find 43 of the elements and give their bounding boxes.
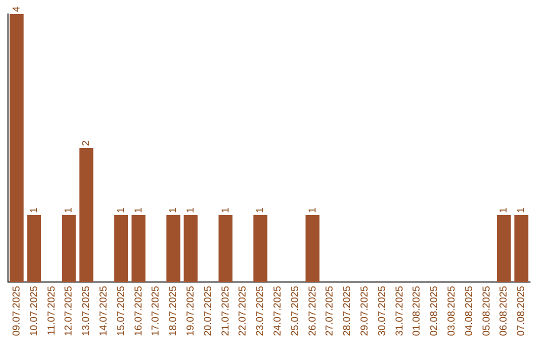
- data-label: 1: [185, 206, 196, 213]
- data-label: 1: [516, 206, 528, 213]
- x-tick-label: 02.08.2025: [429, 286, 440, 336]
- x-tick-label: 07.08.2025: [516, 286, 528, 336]
- data-label: 1: [116, 206, 127, 213]
- data-label: 1: [307, 206, 318, 213]
- x-tick-label: 13.07.2025: [81, 286, 92, 336]
- x-tick-label: 11.07.2025: [46, 286, 58, 336]
- data-label: 1: [498, 206, 510, 213]
- x-tick-label: 30.07.2025: [376, 286, 388, 336]
- x-tick-label: 20.07.2025: [202, 286, 214, 336]
- x-tick-label: 27.07.2025: [324, 286, 336, 336]
- x-tick-label: 10.07.2025: [28, 286, 40, 336]
- data-label: 2: [81, 140, 92, 146]
- x-tick-label: 31.07.2025: [394, 286, 406, 336]
- x-tick-label: 18.07.2025: [168, 286, 180, 336]
- x-tick-label: 24.07.2025: [272, 286, 284, 336]
- x-tick-label: 05.08.2025: [481, 286, 492, 336]
- x-tick-label: 29.07.2025: [359, 286, 370, 336]
- data-label: 1: [64, 206, 75, 213]
- data-label: 1: [255, 206, 266, 213]
- x-tick-label: 06.08.2025: [498, 286, 510, 336]
- data-label: 1: [28, 206, 40, 213]
- x-tick-label: 28.07.2025: [342, 286, 354, 336]
- x-tick-label: 12.07.2025: [64, 286, 75, 336]
- data-label: 1: [133, 206, 144, 213]
- x-tick-label: 19.07.2025: [185, 286, 196, 336]
- x-tick-label: 25.07.2025: [290, 286, 301, 336]
- x-tick-label: 15.07.2025: [116, 286, 127, 336]
- x-tick-label: 16.07.2025: [133, 286, 144, 336]
- x-tick-label: 22.07.2025: [238, 286, 249, 336]
- data-label: 1: [168, 206, 180, 213]
- x-tick-label: 14.07.2025: [98, 286, 110, 336]
- x-tick-label: 01.08.2025: [412, 286, 423, 336]
- data-label: 4: [11, 6, 22, 12]
- x-tick-label: 17.07.2025: [150, 286, 162, 336]
- x-tick-label: 26.07.2025: [307, 286, 318, 336]
- x-tick-label: 03.08.2025: [446, 286, 458, 336]
- x-tick-label: 23.07.2025: [255, 286, 266, 336]
- data-label: 1: [220, 206, 232, 213]
- x-tick-label: 04.08.2025: [464, 286, 475, 336]
- x-tick-label: 09.07.2025: [11, 286, 22, 336]
- x-tick-label: 21.07.2025: [220, 286, 232, 336]
